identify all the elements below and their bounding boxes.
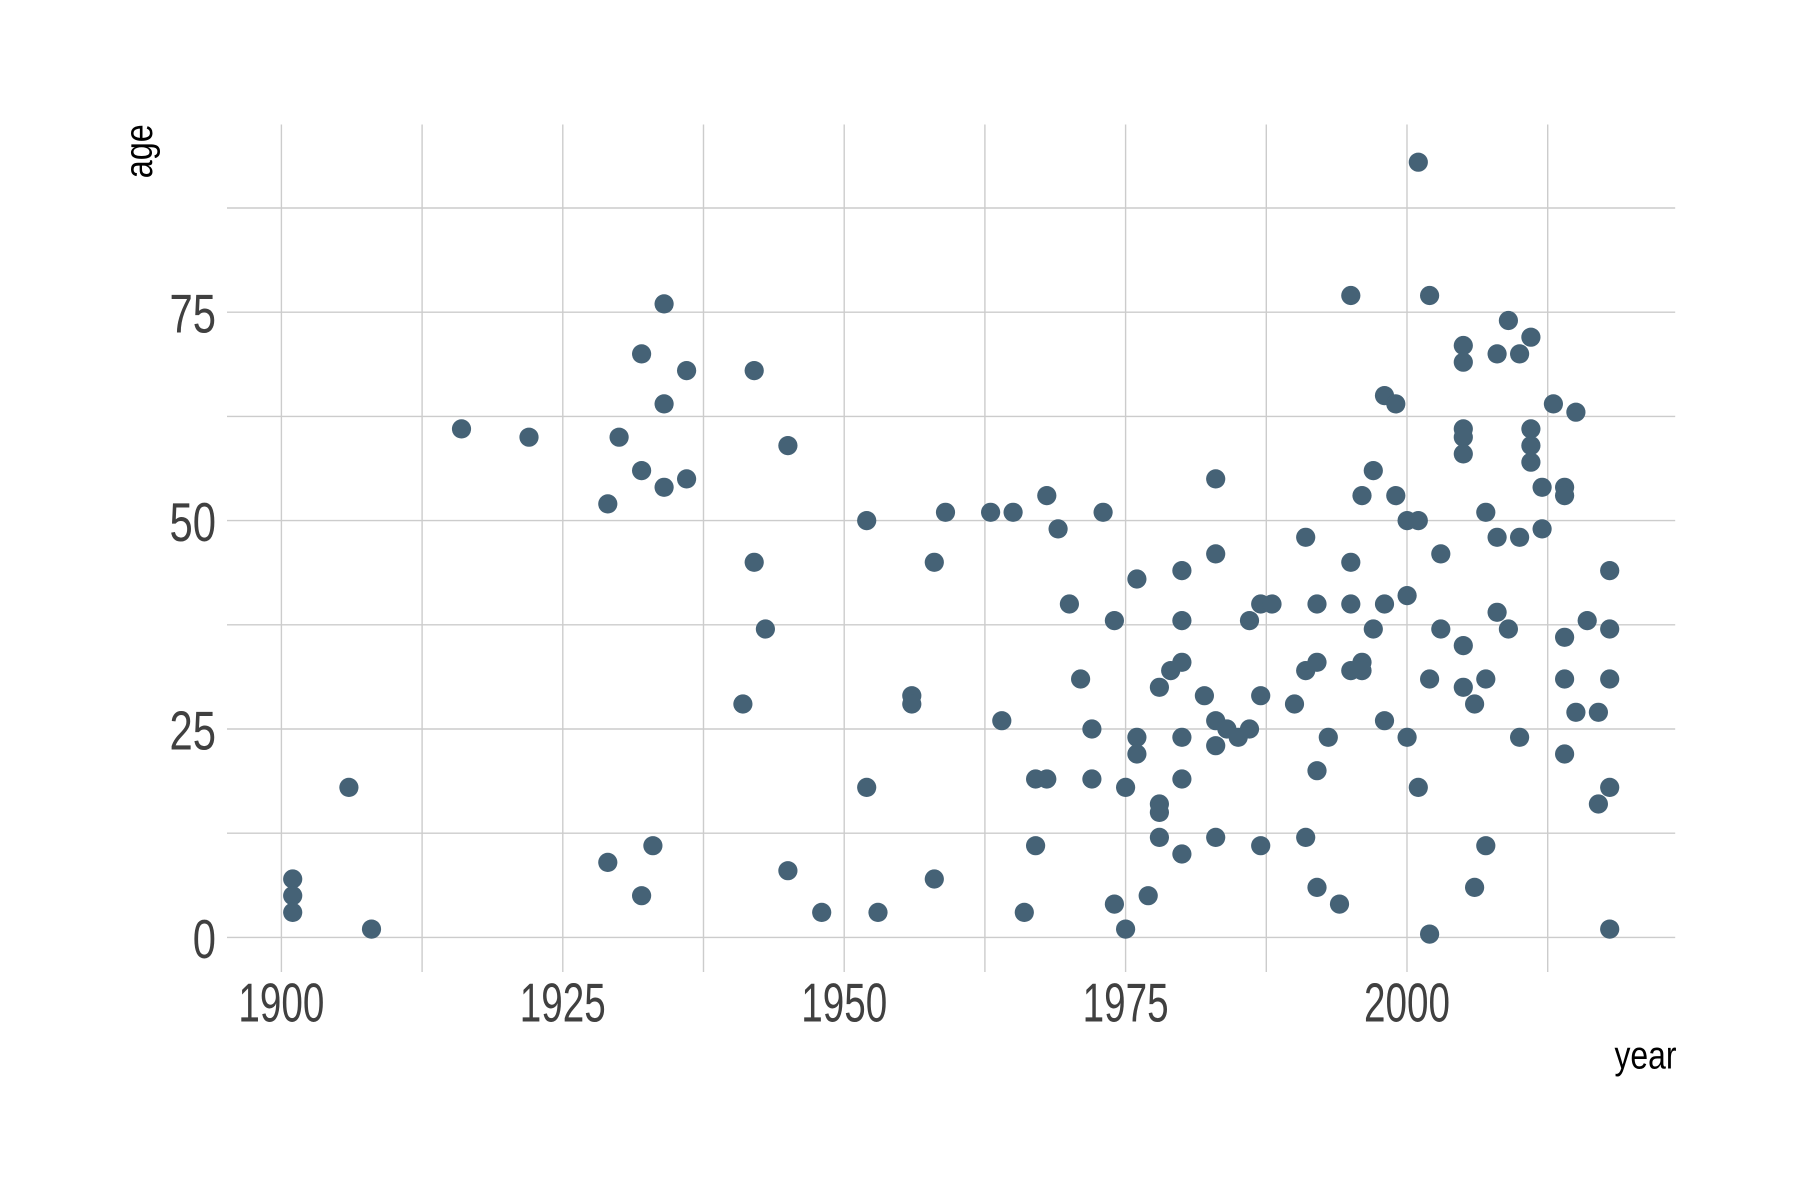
svg-text:75: 75 bbox=[170, 283, 217, 345]
svg-text:year: year bbox=[1615, 1034, 1677, 1077]
svg-text:age: age bbox=[118, 124, 161, 178]
svg-text:1925: 1925 bbox=[520, 972, 606, 1034]
svg-text:1950: 1950 bbox=[801, 972, 887, 1034]
svg-text:50: 50 bbox=[170, 491, 217, 553]
svg-text:1900: 1900 bbox=[238, 972, 324, 1034]
svg-text:25: 25 bbox=[170, 700, 217, 762]
svg-text:0: 0 bbox=[193, 908, 216, 970]
svg-text:1975: 1975 bbox=[1083, 972, 1169, 1034]
svg-text:2000: 2000 bbox=[1364, 972, 1450, 1034]
